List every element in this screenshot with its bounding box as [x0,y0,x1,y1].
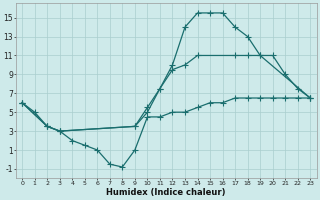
X-axis label: Humidex (Indice chaleur): Humidex (Indice chaleur) [107,188,226,197]
